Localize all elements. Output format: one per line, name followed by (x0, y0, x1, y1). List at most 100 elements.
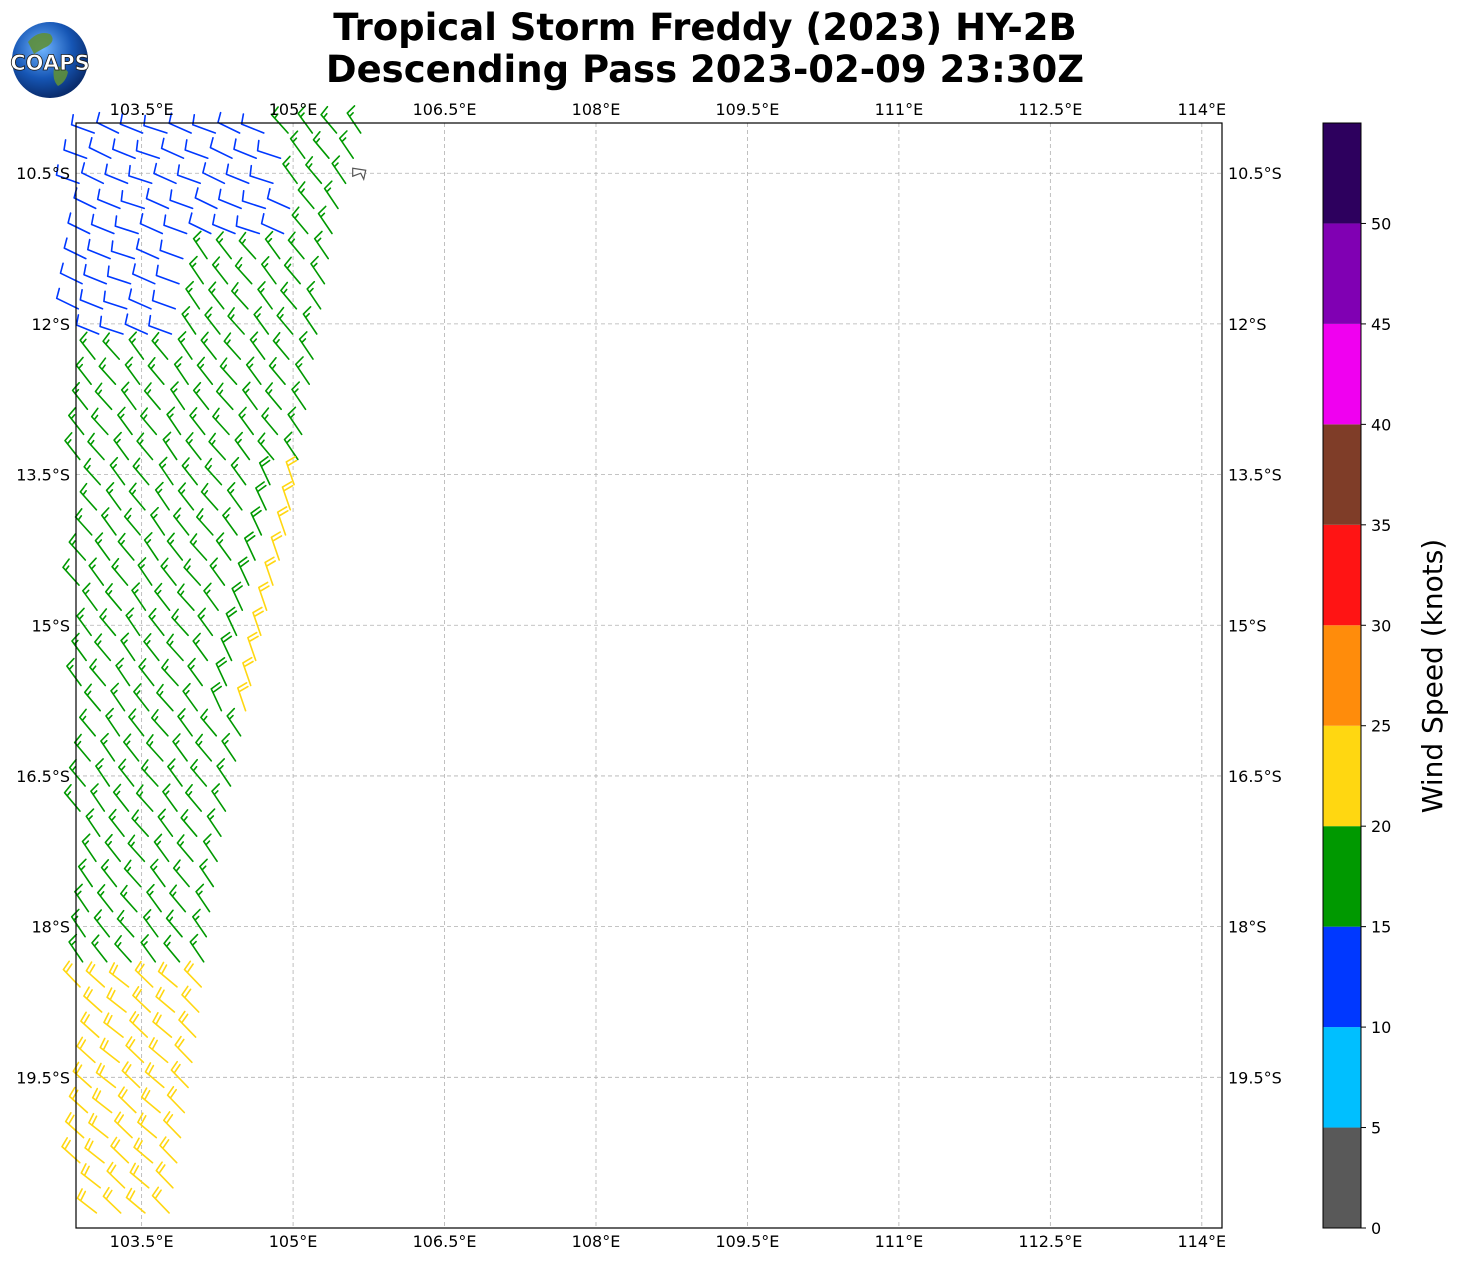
wind-barb (120, 884, 138, 913)
wind-barb (105, 707, 121, 737)
wind-barb (176, 164, 201, 185)
wind-barb (124, 313, 148, 335)
wind-barb (192, 230, 208, 260)
wind-barb (150, 506, 166, 536)
colorbar-label: Wind Speed (knots) (1416, 539, 1449, 813)
wind-barb (112, 783, 130, 812)
lat-ticks-left: 10.5°S 12°S 13.5°S 15°S 16.5°S 18°S 19.5°S (16, 164, 70, 1087)
wind-barb (242, 381, 258, 411)
wind-barb (219, 357, 238, 385)
wind-barb (63, 237, 87, 260)
wind-barb (177, 708, 193, 737)
wind-barb (200, 331, 217, 360)
wind-barb (202, 162, 226, 185)
wind-barb (85, 808, 101, 837)
wind-barb (124, 356, 141, 385)
wind-barb (203, 582, 219, 611)
wind-barb (149, 858, 166, 888)
wind-barb (195, 883, 211, 913)
wind-barb (204, 306, 221, 335)
wind-barb (231, 581, 244, 611)
wind-barb (313, 230, 329, 260)
wind-barb (212, 407, 230, 436)
wind-barb (160, 557, 177, 586)
wind-barb (73, 733, 91, 762)
wind-barb (125, 1187, 146, 1214)
wind-barb (96, 111, 120, 134)
wind-barb (64, 432, 81, 461)
wind-barb (68, 1086, 89, 1114)
wind-barb (189, 933, 205, 963)
wind-barb (76, 607, 92, 637)
wind-barb (172, 859, 190, 888)
wind-barb (298, 331, 314, 360)
lon-tick-label-bottom: 106.5°E (413, 1232, 477, 1251)
wind-barb (131, 582, 147, 611)
wind-barb (245, 356, 262, 385)
wind-barb (113, 431, 130, 461)
lat-tick-label-left: 15°S (31, 616, 70, 635)
wind-barb (225, 163, 250, 185)
colorbar-tick-label: 40 (1371, 415, 1391, 434)
wind-barb (208, 281, 225, 310)
wind-barb (310, 255, 326, 285)
colorbar-tick-label: 35 (1371, 516, 1391, 535)
lon-tick-label-top: 103.5°E (110, 100, 174, 119)
wind-barb (226, 482, 243, 511)
wind-barb (151, 331, 169, 360)
wind-barb (247, 631, 259, 662)
wind-barb (253, 306, 270, 335)
wind-barb (192, 114, 217, 134)
wind-barb (223, 332, 242, 360)
lon-tick-label-top: 106.5°E (413, 100, 477, 119)
wind-barb (132, 457, 150, 486)
wind-barb (127, 834, 146, 863)
wind-barb (182, 682, 198, 712)
wind-barb (166, 532, 184, 561)
wind-barb (75, 356, 92, 385)
wind-barb (151, 1186, 170, 1214)
wind-barb (118, 758, 135, 787)
wind-barb (88, 137, 112, 159)
lon-tick-label-bottom: 112.5°E (1018, 1232, 1082, 1251)
colorbar-segment (1323, 323, 1361, 425)
colorbar-segment (1323, 1127, 1361, 1228)
wind-barb (79, 482, 98, 511)
chart-title-line2: Descending Pass 2023-02-09 23:30Z (325, 48, 1085, 91)
wind-barb (82, 582, 98, 611)
lat-tick-label-right: 18°S (1228, 918, 1267, 937)
wind-barb (183, 558, 201, 586)
colorbar-segment (1323, 926, 1361, 1028)
wind-barb (129, 1011, 148, 1038)
colorbar-tick-label: 20 (1371, 817, 1391, 836)
wind-barb (94, 532, 111, 561)
wind-barb (108, 808, 125, 837)
colorbar-segment (1323, 826, 1361, 927)
wind-barb (283, 431, 299, 461)
wind-barb (152, 1012, 173, 1038)
wind-barb (170, 381, 186, 411)
colorbar-tick-label: 50 (1371, 214, 1391, 233)
wind-barb (177, 331, 193, 360)
wind-barb (157, 808, 174, 837)
lat-ticks-right: 10.5°S 12°S 13.5°S 15°S 16.5°S 18°S 19.5°S (1228, 164, 1282, 1087)
wind-barb (79, 289, 104, 310)
wind-barb (104, 833, 121, 863)
wind-barb (260, 213, 285, 235)
wind-barb (147, 357, 165, 385)
wind-barb (187, 657, 203, 687)
wind-barb (258, 456, 271, 486)
wind-barb (172, 733, 188, 762)
wind-barb (197, 607, 214, 637)
wind-barb (157, 961, 178, 988)
wind-barb (289, 130, 306, 159)
colorbar-segment (1323, 424, 1361, 525)
wind-barb (83, 986, 103, 1013)
wind-barb (98, 357, 117, 385)
lat-tick-label-right: 13.5°S (1228, 466, 1282, 485)
wind-barb (265, 382, 282, 411)
wind-barb (84, 683, 101, 712)
colorbar-segment (1323, 725, 1361, 827)
storm-marker (352, 167, 367, 182)
